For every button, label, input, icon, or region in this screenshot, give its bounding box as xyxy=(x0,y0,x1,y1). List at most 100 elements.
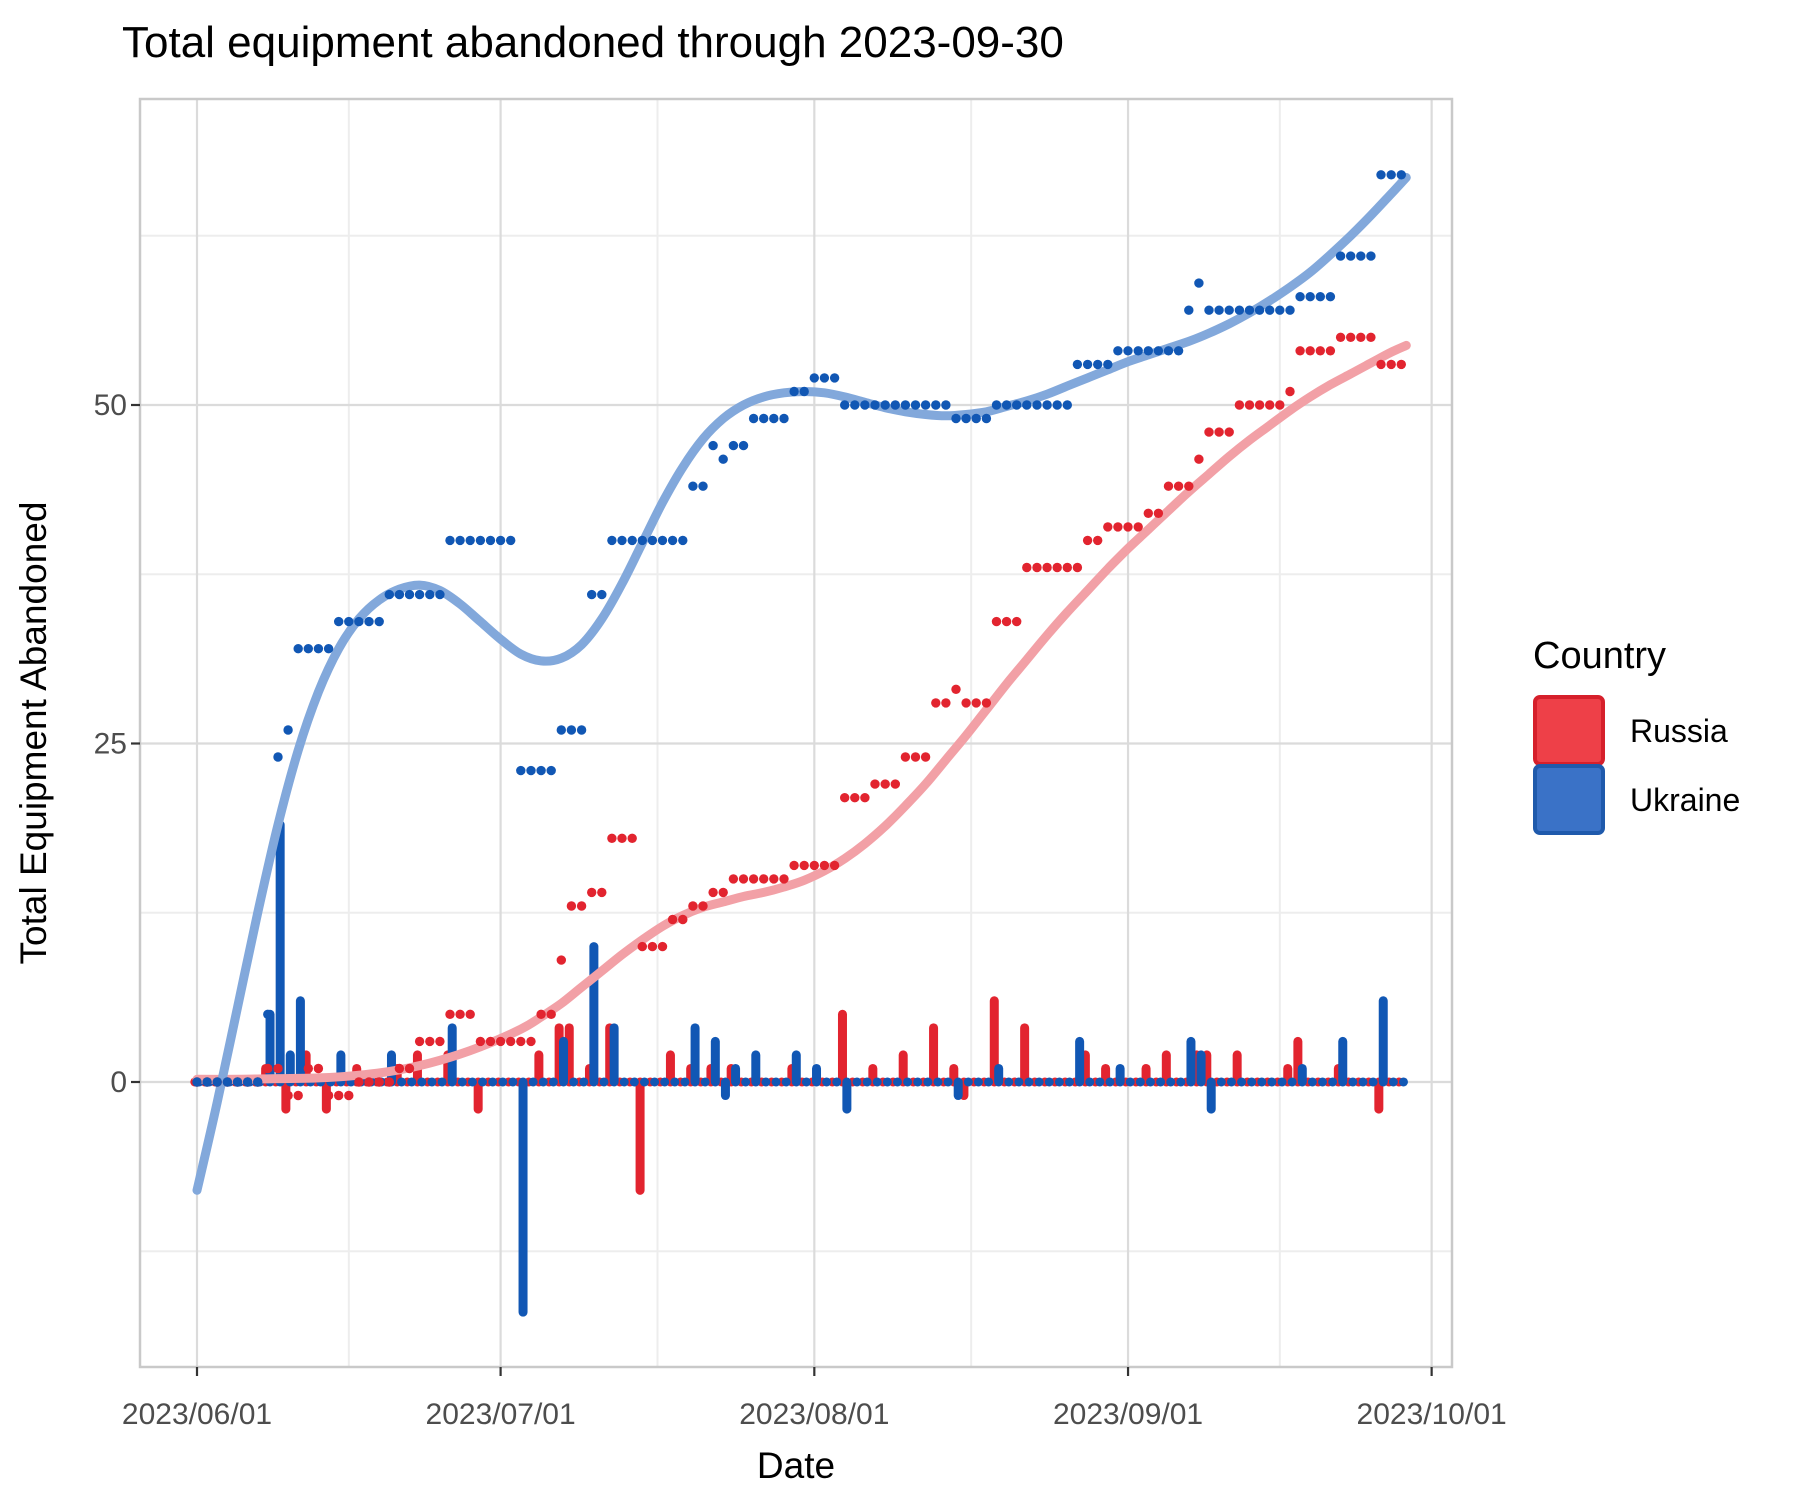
ukraine-point xyxy=(1163,346,1174,356)
ukraine-point xyxy=(1335,251,1346,261)
x-tick-label: 2023/10/01 xyxy=(1357,1398,1507,1431)
ukraine-point xyxy=(1305,292,1315,302)
russia-point xyxy=(829,860,840,871)
russia-point xyxy=(1265,400,1275,410)
russia-point xyxy=(1376,359,1386,370)
ukraine-point xyxy=(708,440,718,451)
ukraine-point xyxy=(1214,305,1224,315)
russia-point xyxy=(941,698,951,708)
russia-point xyxy=(1072,562,1083,573)
russia-point xyxy=(1133,522,1143,532)
plot-panel xyxy=(140,99,1452,1367)
russia-point xyxy=(506,1036,516,1047)
russia-point xyxy=(880,779,890,789)
russia-point xyxy=(546,1009,556,1019)
ukraine-point xyxy=(748,413,759,424)
russia-point xyxy=(465,1009,475,1019)
russia-point xyxy=(1184,481,1194,491)
legend-title: Country xyxy=(1533,635,1666,677)
ukraine-point xyxy=(344,616,354,627)
ukraine-point xyxy=(526,765,536,776)
ukraine-point xyxy=(455,535,465,546)
russia-point xyxy=(657,941,668,952)
ukraine-point xyxy=(587,589,597,600)
russia-point xyxy=(1275,400,1285,410)
russia-smooth-line xyxy=(192,340,1411,1084)
russia-point xyxy=(840,793,850,803)
russia-point xyxy=(900,752,911,762)
ukraine-point xyxy=(759,413,769,424)
legend-swatch-ukraine xyxy=(1533,764,1605,835)
ukraine-point xyxy=(1103,359,1113,370)
legend-label-russia: Russia xyxy=(1630,713,1728,749)
russia-point xyxy=(647,941,658,952)
russia-point xyxy=(354,1077,364,1087)
russia-point xyxy=(708,887,718,898)
ukraine-point xyxy=(880,400,890,410)
russia-point xyxy=(789,860,799,871)
ukraine-point xyxy=(1052,400,1062,410)
russia-point xyxy=(293,1090,303,1101)
x-tick-label: 2023/09/01 xyxy=(1053,1398,1203,1431)
ukraine-point xyxy=(1184,305,1194,315)
ukraine-point xyxy=(263,1009,273,1019)
legend-label-ukraine: Ukraine xyxy=(1630,782,1740,818)
ukraine-point xyxy=(202,1077,212,1087)
ukraine-point xyxy=(1093,359,1103,370)
ukraine-point xyxy=(536,765,546,776)
russia-point xyxy=(435,1036,445,1047)
ukraine-point xyxy=(1173,346,1184,356)
y-axis-tick-labels: 0 25 50 xyxy=(94,389,127,1099)
russia-point xyxy=(1042,562,1052,573)
russia-point xyxy=(617,833,627,843)
russia-point xyxy=(313,1063,324,1074)
ukraine-point xyxy=(647,535,658,546)
russia-point xyxy=(991,616,1002,627)
russia-point xyxy=(414,1036,425,1047)
ukraine-point xyxy=(698,481,708,491)
ukraine-point xyxy=(920,400,931,410)
russia-point xyxy=(728,874,739,884)
russia-point xyxy=(678,914,688,925)
ukraine-point xyxy=(667,535,678,546)
russia-point xyxy=(455,1009,465,1019)
ukraine-point xyxy=(1234,305,1245,315)
russia-point xyxy=(556,955,566,965)
ukraine-point xyxy=(1194,278,1204,288)
russia-point xyxy=(1346,332,1356,342)
ukraine-point xyxy=(556,725,566,735)
ukraine-point xyxy=(1032,400,1042,410)
ukraine-point xyxy=(678,535,688,546)
ukraine-point xyxy=(516,765,526,776)
ukraine-point xyxy=(1244,305,1255,315)
russia-point xyxy=(384,1077,394,1087)
ukraine-point xyxy=(566,725,577,735)
ukraine-point xyxy=(961,413,971,424)
ukraine-point xyxy=(546,765,556,776)
russia-point xyxy=(1123,522,1133,532)
ukraine-point xyxy=(688,481,698,491)
ukraine-point xyxy=(607,535,617,546)
ukraine-point xyxy=(364,616,374,627)
ukraine-point xyxy=(657,535,668,546)
ukraine-point xyxy=(617,535,627,546)
russia-point xyxy=(1032,562,1042,573)
ukraine-point xyxy=(1153,346,1164,356)
russia-point xyxy=(1224,427,1234,437)
x-tick-label: 2023/07/01 xyxy=(426,1398,576,1431)
russia-point xyxy=(394,1063,405,1074)
ukraine-point xyxy=(232,1077,243,1087)
ukraine-point xyxy=(425,589,435,600)
russia-point xyxy=(334,1090,344,1101)
x-tick-label: 2023/08/01 xyxy=(739,1398,889,1431)
ukraine-point xyxy=(1113,346,1123,356)
russia-point xyxy=(1012,616,1022,627)
russia-point xyxy=(1204,427,1214,437)
ukraine-point xyxy=(1265,305,1275,315)
ukraine-point xyxy=(1325,292,1336,302)
ukraine-point xyxy=(900,400,911,410)
ukraine-point xyxy=(253,1077,263,1087)
ukraine-point xyxy=(334,616,344,627)
ukraine-point xyxy=(404,589,415,600)
russia-point xyxy=(1103,522,1113,532)
